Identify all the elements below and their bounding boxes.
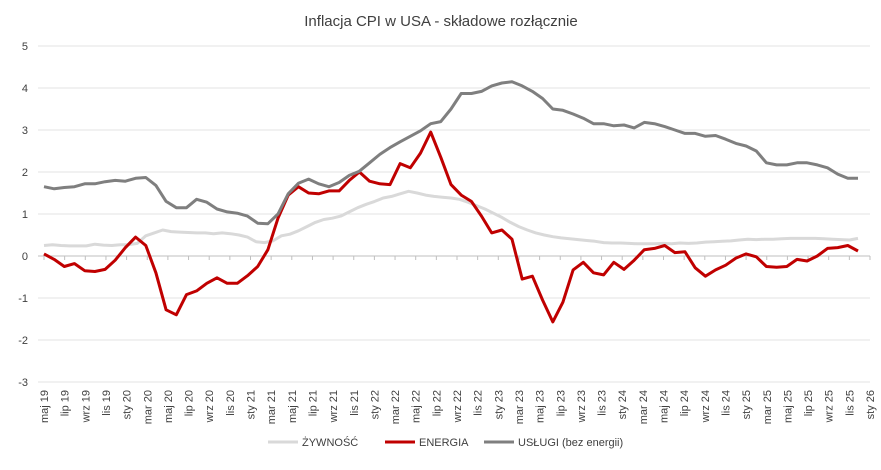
- x-tick-label: lip 25: [803, 390, 815, 416]
- series-line-2: [43, 130, 859, 324]
- x-tick-label: mar 20: [142, 390, 154, 424]
- x-tick-label: wrz 24: [700, 390, 712, 423]
- x-tick-label: maj 22: [411, 390, 423, 423]
- legend-label: USŁUGI (bez energii): [518, 437, 623, 449]
- x-tick-label: sty 23: [493, 390, 505, 419]
- x-tick-label: wrz 19: [80, 390, 92, 423]
- x-tick-label: wrz 22: [452, 390, 464, 423]
- series-line-3: [43, 80, 858, 226]
- x-axis: maj 19 lip 19 wrz 19 lis 19 sty 20 mar 20 maj …: [39, 256, 877, 424]
- x-tick-label: sty 22: [369, 390, 381, 419]
- x-tick-label: wrz 20: [204, 390, 216, 423]
- x-tick-label: lis 19: [101, 390, 113, 416]
- x-tick-label: maj 24: [659, 390, 671, 423]
- x-tick-label: lis 25: [844, 390, 856, 416]
- x-tick-label: mar 24: [638, 390, 650, 424]
- series-lines: [43, 80, 859, 324]
- legend-label: ENERGIA: [419, 437, 469, 449]
- y-tick-label: 3: [22, 125, 28, 137]
- x-tick-label: lip 24: [679, 390, 691, 416]
- legend-label: ŻYWNOŚĆ: [302, 436, 358, 449]
- x-tick-label: mar 22: [390, 390, 402, 424]
- x-tick-label: mar 25: [762, 390, 774, 424]
- x-tick-label: sty 21: [246, 390, 258, 419]
- x-tick-label: sty 25: [741, 390, 753, 419]
- gridlines: [38, 45, 870, 383]
- x-tick-label: wrz 25: [824, 390, 836, 423]
- x-tick-label: maj 25: [782, 390, 794, 423]
- y-tick-label: 0: [22, 251, 28, 263]
- y-tick-label: 5: [22, 41, 28, 53]
- x-tick-label: maj 20: [163, 390, 175, 423]
- x-tick-label: maj 19: [39, 390, 51, 423]
- x-tick-label: lis 24: [720, 390, 732, 416]
- legend: ŻYWNOŚĆ ENERGIA USŁUGI (bez energii): [268, 436, 623, 449]
- series-line-1: [43, 189, 859, 248]
- x-tick-label: maj 21: [287, 390, 299, 423]
- x-tick-label: wrz 21: [328, 390, 340, 423]
- x-tick-label: lis 21: [349, 390, 361, 416]
- y-axis: -3 -2 -1 0 1 2 3 4 5: [18, 41, 28, 389]
- y-tick-label: 4: [22, 83, 28, 95]
- x-tick-label: mar 23: [514, 390, 526, 424]
- y-tick-label: -2: [18, 335, 28, 347]
- x-tick-label: lip 22: [431, 390, 443, 416]
- x-tick-label: lis 22: [473, 390, 485, 416]
- x-tick-label: sty 20: [122, 390, 134, 419]
- y-tick-label: 1: [22, 209, 28, 221]
- x-tick-label: lip 23: [555, 390, 567, 416]
- y-tick-label: -3: [18, 377, 28, 389]
- chart-title: Inflacja CPI w USA - składowe rozłącznie: [304, 13, 577, 30]
- x-tick-label: sty 26: [865, 390, 877, 419]
- x-tick-label: sty 24: [617, 390, 629, 419]
- x-tick-label: lis 20: [225, 390, 237, 416]
- x-tick-label: mar 21: [266, 390, 278, 424]
- x-tick-label: lip 21: [307, 390, 319, 416]
- y-tick-label: -1: [18, 293, 28, 305]
- x-tick-label: lip 20: [184, 390, 196, 416]
- x-tick-label: wrz 23: [576, 390, 588, 423]
- x-tick-label: lip 19: [60, 390, 72, 416]
- x-tick-label: maj 23: [535, 390, 547, 423]
- x-tick-label: lis 23: [597, 390, 609, 416]
- y-tick-label: 2: [22, 167, 28, 179]
